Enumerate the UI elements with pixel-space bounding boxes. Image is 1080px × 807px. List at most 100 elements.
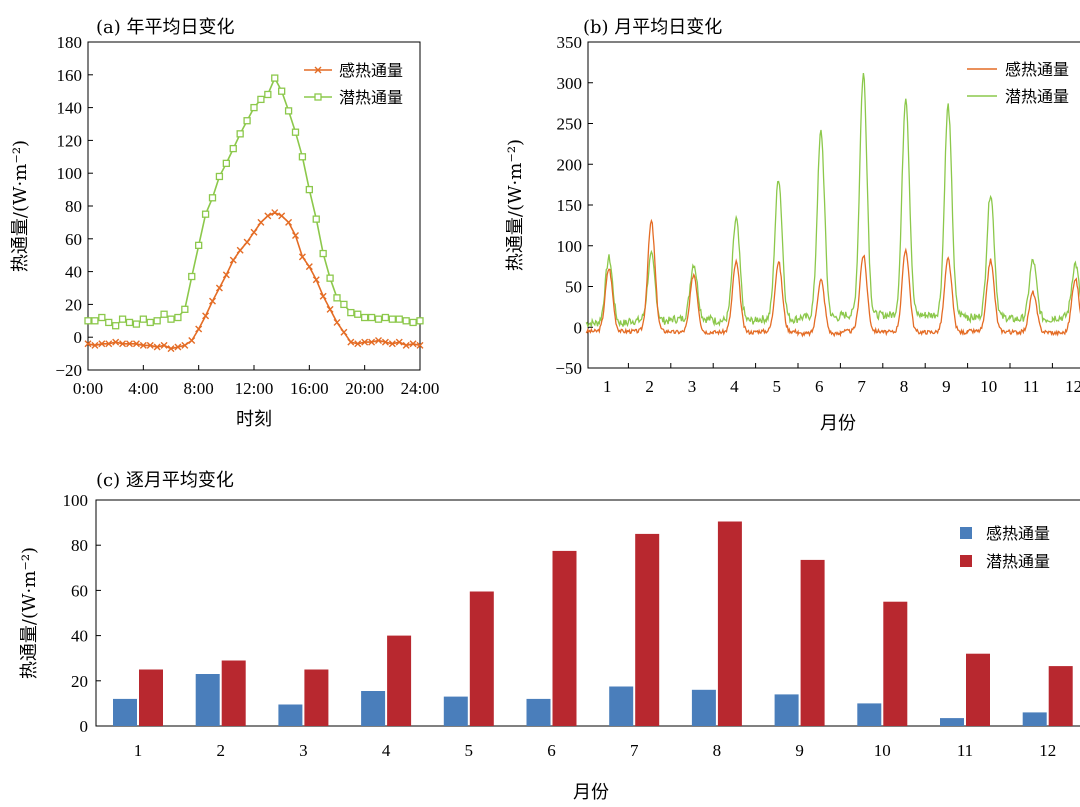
chart-a-ytick-label: 40: [65, 263, 82, 282]
chart-c-ytick-label: 80: [71, 536, 88, 555]
chart-a-point: [132, 340, 140, 348]
chart-a-ytick-label: 60: [65, 230, 82, 249]
chart-a-point: [264, 90, 272, 99]
chart-a-series-sensible: [84, 209, 424, 353]
chart-a-point: [319, 292, 327, 300]
chart-a-point: [243, 238, 251, 246]
chart-a-point: [312, 215, 320, 223]
chart-a-legend-label: 感热通量: [339, 61, 403, 80]
chart-a-legend-marker: [314, 66, 322, 74]
chart-a-point: [361, 313, 369, 322]
chart-c-xtick-label: 10: [874, 741, 891, 760]
chart-c-xtick-label: 6: [547, 741, 556, 760]
chart-b-ytick-label: 150: [557, 196, 583, 215]
chart-a-point: [278, 87, 286, 95]
chart-b-ytick-label: 300: [557, 74, 583, 93]
chart-a-point: [354, 340, 362, 348]
chart-c-legend-swatch: [960, 555, 972, 567]
chart-a-point: [188, 272, 196, 281]
chart-a-ytick-label: 20: [65, 295, 82, 314]
chart-a-point: [195, 325, 203, 333]
chart-a-point: [201, 210, 210, 218]
chart-a-point: [284, 107, 293, 115]
chart-c-bar: [139, 669, 163, 726]
chart-a-point: [381, 313, 390, 322]
chart-a-point: [174, 343, 182, 351]
chart-a-point: [208, 194, 217, 202]
chart-b-ytick-label: 200: [557, 155, 583, 174]
chart-a-legend-marker: [314, 93, 322, 101]
chart-c-bar: [940, 718, 964, 726]
chart-a-point: [139, 315, 147, 323]
chart-c-legend-label: 感热通量: [986, 524, 1050, 543]
chart-a-point: [264, 212, 272, 220]
chart-a-point: [181, 305, 189, 313]
chart-b-ytick-label: 0: [574, 318, 583, 337]
chart-a-xlabel: 时刻: [236, 409, 272, 430]
chart-c-ytick-label: 40: [71, 627, 88, 646]
chart-c-legend-label: 潜热通量: [986, 552, 1050, 571]
chart-c-ytick-label: 20: [71, 672, 88, 691]
chart-a-point: [181, 341, 189, 349]
chart-a-point: [236, 130, 244, 138]
chart-a-ytick-label: 160: [57, 66, 83, 85]
chart-b-ylabel: 热通量/(W·m⁻²): [505, 139, 526, 271]
chart-a-point: [126, 340, 133, 348]
chart-c-bar: [1022, 712, 1047, 726]
chart-a-point: [326, 305, 334, 313]
chart-a-point: [209, 297, 216, 305]
chart-a-point: [333, 318, 341, 326]
chart-a-ytick-label: 120: [57, 131, 83, 150]
chart-a-point: [91, 317, 99, 325]
chart-a-xtick-label: 4:00: [128, 379, 158, 398]
chart-b-title: (b) 月平均日变化: [583, 17, 722, 38]
chart-b-xtick-label: 4: [730, 377, 739, 396]
chart-b-line-sensible: [585, 218, 1080, 338]
chart-a-point: [278, 212, 286, 220]
chart-b-legend-label: 潜热通量: [1005, 87, 1069, 106]
chart-b-line-latent: [585, 73, 1080, 328]
chart-a-point: [153, 343, 161, 351]
chart-a-point: [229, 256, 237, 264]
chart-a-point: [160, 341, 168, 349]
chart-b-series-latent: [585, 73, 1080, 328]
chart-a-point: [395, 315, 403, 323]
chart-b-xtick-label: 12: [1065, 377, 1080, 396]
chart-c-xlabel: 月份: [573, 782, 609, 803]
chart-a-xtick-label: 24:00: [401, 379, 440, 398]
chart-c-xtick-label: 11: [957, 741, 973, 760]
chart-a-point: [160, 310, 168, 318]
chart-a-point: [402, 341, 410, 349]
chart-c-xtick-label: 8: [713, 741, 722, 760]
chart-a-point: [298, 253, 306, 261]
chart-a-ytick-label: −20: [55, 361, 82, 380]
chart-a-point: [333, 294, 341, 302]
chart-c-ytick-label: 0: [80, 717, 89, 736]
chart-c-bar: [609, 686, 634, 726]
chart-a-point: [139, 341, 147, 349]
chart-a-point: [381, 338, 389, 346]
chart-a-point: [292, 232, 299, 240]
chart-a-point: [91, 341, 99, 349]
chart-a-point: [167, 315, 175, 323]
chart-a-series-latent: [84, 74, 424, 330]
chart-c-bar: [1048, 666, 1073, 726]
chart-a-point: [374, 315, 383, 323]
chart-a-point: [84, 317, 92, 325]
chart-a-point: [125, 318, 134, 327]
chart-c-bar: [774, 694, 799, 726]
chart-a-point: [222, 159, 230, 168]
chart-b-xtick-label: 11: [1023, 377, 1039, 396]
chart-a-point: [395, 338, 403, 346]
chart-a-point: [215, 284, 223, 292]
chart-b-xtick-label: 8: [900, 377, 909, 396]
chart-a-ytick-label: 140: [57, 99, 83, 118]
chart-a-xtick-label: 0:00: [73, 379, 103, 398]
chart-c-bar: [113, 698, 137, 726]
chart-a-point: [388, 315, 396, 323]
chart-a-point: [416, 341, 424, 349]
